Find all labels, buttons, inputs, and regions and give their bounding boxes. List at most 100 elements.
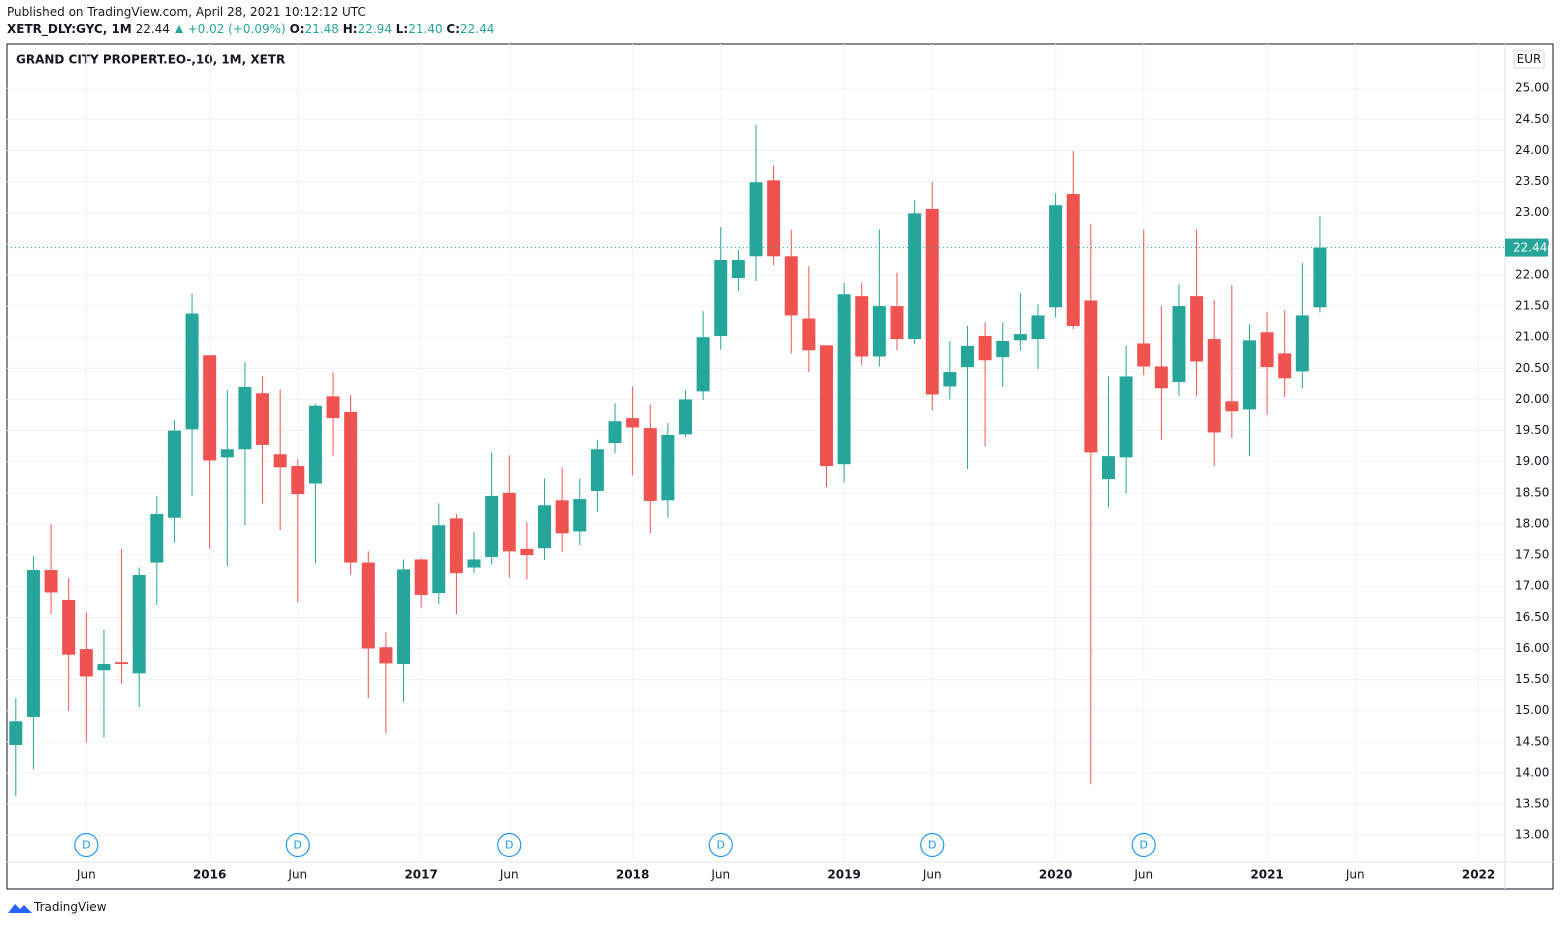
chart-frame — [6, 43, 1554, 890]
x-tick-label: 2022 — [1462, 868, 1495, 882]
y-tick-label: 17.00 — [1515, 579, 1549, 593]
header: Published on TradingView.com, April 28, … — [7, 4, 494, 38]
symbol: XETR_DLY:GYC, 1M — [7, 22, 132, 36]
dividend-label: D — [928, 839, 936, 852]
candle-body — [1031, 315, 1045, 340]
h-value: 22.94 — [357, 22, 392, 36]
candle-body — [1101, 456, 1115, 480]
candle-body — [626, 418, 640, 428]
candle-body — [203, 355, 217, 461]
last-price-label: 22.44 — [1513, 241, 1547, 255]
candle-body — [943, 372, 957, 387]
last-price: 22.44 — [135, 22, 170, 36]
x-tick-label: Jun — [76, 868, 96, 882]
y-tick-label: 16.00 — [1515, 641, 1549, 655]
candle-body — [679, 399, 693, 435]
y-tick-label: 19.00 — [1515, 454, 1549, 468]
y-tick-label: 18.50 — [1515, 485, 1549, 499]
o-value: 21.48 — [304, 22, 339, 36]
candle-body — [872, 306, 886, 357]
y-tick-label: 19.50 — [1515, 423, 1549, 437]
candle-body — [714, 260, 728, 336]
dividend-label: D — [717, 839, 725, 852]
candle-body — [1225, 401, 1239, 412]
y-tick-label: 13.00 — [1515, 828, 1549, 842]
candle-body — [1049, 205, 1063, 308]
candle-body — [573, 499, 587, 532]
candle-body — [414, 559, 428, 595]
y-tick-label: 14.50 — [1515, 734, 1549, 748]
dividend-marker — [497, 832, 522, 858]
candle-body — [97, 664, 111, 671]
y-tick-label: 23.50 — [1515, 174, 1549, 188]
candle-body — [432, 525, 446, 594]
dividend-label: D — [505, 839, 513, 852]
brand-logo — [8, 904, 32, 913]
candle-body — [520, 548, 534, 556]
y-tick-label: 13.50 — [1515, 797, 1549, 811]
candle-body — [855, 296, 869, 357]
candle-body — [1295, 315, 1309, 372]
candle-body — [185, 313, 199, 430]
candle-body — [802, 318, 816, 351]
candle-body — [1137, 343, 1151, 367]
x-tick-label: Jun — [499, 868, 519, 882]
quote-line: XETR_DLY:GYC, 1M 22.44 +0.02 (+0.09%) O:… — [7, 21, 494, 38]
x-tick-label: Jun — [922, 868, 942, 882]
candle-body — [696, 337, 710, 392]
chart-title: GRAND CITY PROPERT.EO-,10, 1M, XETR — [16, 53, 285, 67]
candle-body — [26, 570, 40, 717]
y-tick-label: 18.00 — [1515, 516, 1549, 530]
candle-body — [62, 599, 76, 655]
x-tick-label: Jun — [1345, 868, 1365, 882]
candle-body — [538, 505, 552, 549]
candle-body — [344, 411, 358, 563]
candle-body — [1260, 332, 1274, 368]
candle-body — [361, 562, 375, 649]
candle-body — [749, 182, 763, 257]
candle-body — [44, 570, 58, 593]
candle-body — [819, 345, 833, 467]
candle-body — [449, 518, 463, 574]
x-tick-label: Jun — [1133, 868, 1153, 882]
y-tick-label: 24.00 — [1515, 143, 1549, 157]
candle-body — [1278, 353, 1292, 379]
candle-body — [996, 340, 1010, 358]
candle-body — [150, 514, 164, 563]
x-tick-label: 2017 — [404, 868, 437, 882]
candle-body — [397, 569, 411, 665]
dividend-marker — [285, 832, 310, 858]
candle-body — [256, 393, 270, 445]
candle-body — [326, 396, 340, 419]
currency: EUR — [1517, 52, 1542, 66]
y-tick-label: 24.50 — [1515, 112, 1549, 126]
change: +0.02 (+0.09%) — [187, 22, 286, 36]
y-tick-label: 22.00 — [1515, 267, 1549, 281]
h-label: H: — [342, 22, 358, 36]
l-label: L: — [395, 22, 409, 36]
candle-body — [1066, 194, 1080, 327]
candle-body — [1190, 296, 1204, 362]
x-tick-label: 2020 — [1039, 868, 1072, 882]
dividend-marker — [1131, 832, 1156, 858]
x-tick-label: 2018 — [616, 868, 649, 882]
candle-body — [925, 208, 939, 395]
dividend-label: D — [1139, 839, 1147, 852]
y-tick-label: 14.00 — [1515, 765, 1549, 779]
y-tick-label: 23.00 — [1515, 205, 1549, 219]
candle-body — [1084, 300, 1098, 453]
candle-body — [379, 647, 393, 664]
candle-body — [767, 180, 781, 257]
x-tick-label: Jun — [710, 868, 730, 882]
candle-body — [1154, 366, 1168, 389]
candles — [9, 124, 1327, 797]
candle-body — [731, 260, 745, 279]
candle-body — [502, 492, 516, 552]
candle-body — [555, 500, 569, 534]
y-tick-label: 20.00 — [1515, 392, 1549, 406]
candle-body — [1242, 340, 1256, 410]
candle-body — [9, 721, 23, 745]
candle-body — [890, 306, 904, 340]
